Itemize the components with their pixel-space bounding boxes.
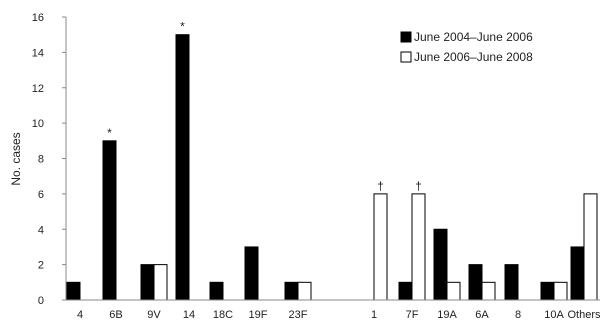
x-tick-label: 14 [183, 309, 195, 321]
y-tick-label: 4 [38, 224, 44, 236]
bar-series-1 [284, 281, 299, 301]
x-tick-label: 19F [249, 309, 268, 321]
x-tick-label: 8 [515, 309, 521, 321]
significance-marker: * [180, 20, 185, 34]
x-tick-label: 10A [544, 309, 564, 321]
x-tick-label: 7F [406, 309, 419, 321]
bar-series-1 [209, 281, 224, 301]
bar-series-2 [297, 281, 312, 301]
bar-series-2 [153, 264, 168, 301]
x-tick-label: 6B [109, 309, 122, 321]
y-tick-label: 2 [38, 260, 44, 272]
bar-series-2 [481, 281, 496, 301]
y-axis-title: No. cases [9, 132, 23, 185]
bar-series-2 [553, 281, 568, 301]
bar-series-1 [140, 264, 155, 301]
y-tick-label: 16 [32, 12, 44, 24]
x-tick-label: 18C [213, 309, 233, 321]
bar-series-2 [446, 281, 461, 301]
y-tick-label: 8 [38, 154, 44, 166]
y-tick-label: 12 [32, 83, 44, 95]
bars [66, 34, 598, 301]
bar-series-1 [102, 140, 117, 301]
x-tick-label: 19A [437, 309, 457, 321]
x-tick-label: 4 [77, 309, 83, 321]
bar-series-2 [583, 193, 598, 301]
y-tick-label: 10 [32, 118, 44, 130]
bar-series-1 [175, 34, 190, 301]
y-tick-label: 14 [32, 47, 44, 59]
y-axis: 0 2 4 6 8 10 12 14 16 [32, 12, 67, 307]
bar-series-1 [504, 264, 519, 301]
bar-series-1 [433, 228, 448, 301]
x-tick-label: Others [567, 309, 601, 321]
legend-swatch-series-2 [400, 51, 412, 63]
y-tick-label: 6 [38, 189, 44, 201]
legend: June 2004–June 2006 June 2006–June 2008 [400, 30, 533, 64]
bar-series-2 [373, 193, 388, 301]
significance-marker: * [107, 126, 112, 140]
x-tick-label: 6A [475, 309, 489, 321]
bar-series-1 [468, 264, 483, 301]
y-tick-label: 0 [38, 295, 44, 307]
bar-series-1 [398, 281, 413, 301]
significance-marker: † [415, 179, 422, 193]
bar-series-1 [244, 246, 259, 301]
x-tick-label: 1 [371, 309, 377, 321]
bar-series-1 [570, 246, 585, 301]
x-tick-label: 9V [147, 309, 161, 321]
x-tick-label: 23F [289, 309, 308, 321]
significance-marker: † [377, 179, 384, 193]
y-ticks: 0 2 4 6 8 10 12 14 16 [32, 12, 66, 307]
significance-markers: * * † † [107, 20, 422, 193]
legend-swatch-series-1 [400, 31, 412, 43]
bar-series-1 [540, 281, 555, 301]
x-tick-labels: 4 6B 9V 14 18C 19F 23F 1 7F 19A 6A 8 10A Others [77, 309, 601, 321]
legend-label-series-2: June 2006–June 2008 [414, 50, 533, 64]
bar-series-1 [66, 281, 81, 301]
legend-label-series-1: June 2004–June 2006 [414, 30, 533, 44]
bar-series-2 [411, 193, 426, 301]
